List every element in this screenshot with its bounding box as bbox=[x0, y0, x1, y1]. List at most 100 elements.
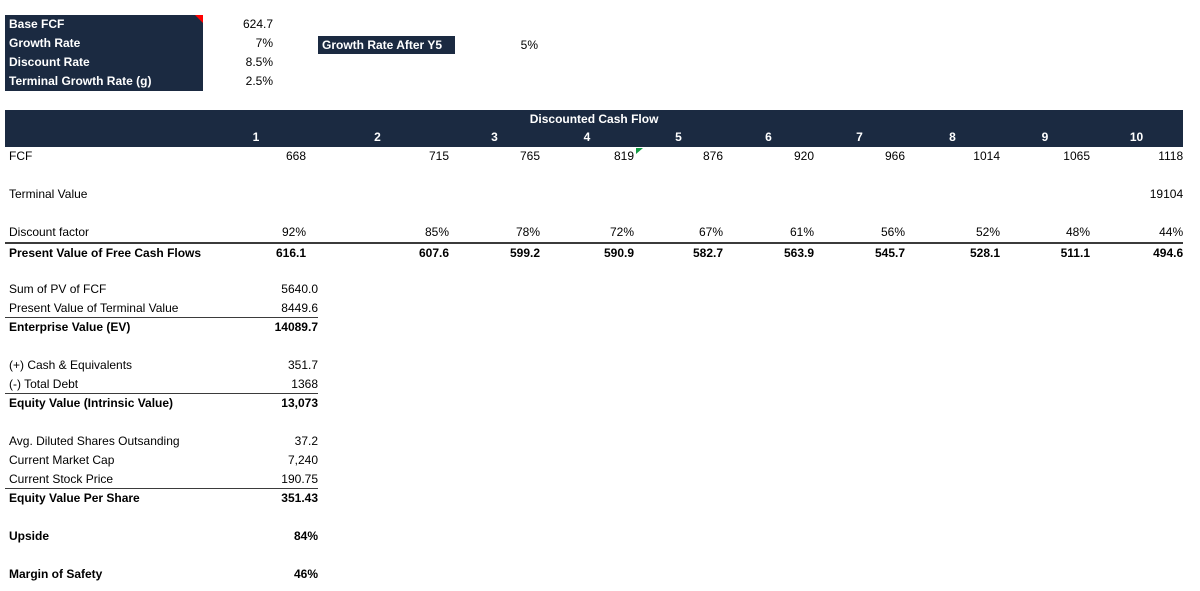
growth-rate-value-cell[interactable]: 7% bbox=[255, 36, 273, 50]
summary-label: Current Stock Price bbox=[9, 472, 114, 486]
summary-row-equity-value: Equity Value (Intrinsic Value) 13,073 bbox=[5, 394, 318, 413]
fcf-cell[interactable]: 1014 bbox=[973, 149, 1000, 163]
empty-cell[interactable] bbox=[449, 185, 540, 204]
fcf-row: FCF 668 715 765 819 876 920 966 1014 106… bbox=[5, 147, 1183, 166]
pv-cell[interactable]: 599.2 bbox=[509, 246, 540, 260]
dcf-table: Discounted Cash Flow 1 2 3 4 5 6 7 8 9 1… bbox=[5, 110, 1184, 263]
pv-cell[interactable]: 545.7 bbox=[874, 246, 905, 260]
summary-value-cell[interactable]: 190.75 bbox=[281, 472, 318, 486]
summary-value-cell[interactable]: 7,240 bbox=[287, 453, 318, 467]
year-column-header: 9 bbox=[1000, 128, 1090, 147]
assumptions-box: Base FCF Growth Rate Discount Rate Termi… bbox=[5, 15, 203, 91]
discount-rate-value-cell[interactable]: 8.5% bbox=[245, 55, 273, 69]
year-column-header: 6 bbox=[723, 128, 814, 147]
year-header-empty bbox=[5, 128, 206, 147]
summary-row-margin-of-safety: Margin of Safety 46% bbox=[5, 565, 318, 584]
spacer-row bbox=[5, 337, 318, 356]
assumption-values: 624.7 7% 8.5% 2.5% bbox=[203, 15, 273, 91]
spacer-row bbox=[5, 166, 1183, 185]
discount-factor-cell[interactable]: 78% bbox=[449, 223, 540, 244]
discount-factor-cell[interactable]: 44% bbox=[1090, 223, 1184, 244]
fcf-cell[interactable]: 668 bbox=[285, 149, 306, 163]
discount-factor-cell[interactable]: 52% bbox=[905, 223, 1000, 244]
year-column-header: 3 bbox=[449, 128, 540, 147]
pv-cell[interactable]: 590.9 bbox=[603, 246, 634, 260]
summary-value-cell[interactable]: 37.2 bbox=[294, 434, 318, 448]
summary-label: Enterprise Value (EV) bbox=[9, 320, 131, 334]
pv-cell[interactable]: 607.6 bbox=[418, 246, 449, 260]
summary-label: (+) Cash & Equivalents bbox=[9, 358, 133, 372]
fcf-cell[interactable]: 876 bbox=[702, 149, 723, 163]
summary-label: Equity Value Per Share bbox=[9, 491, 140, 505]
fcf-cell[interactable]: 765 bbox=[519, 149, 540, 163]
summary-value-cell[interactable]: 8449.6 bbox=[281, 301, 318, 315]
empty-cell[interactable] bbox=[723, 185, 814, 204]
empty-cell[interactable] bbox=[634, 185, 723, 204]
row-label-pv-of-fcf: Present Value of Free Cash Flows bbox=[5, 243, 206, 263]
summary-value-cell[interactable]: 1368 bbox=[291, 377, 318, 391]
discount-factor-cell[interactable]: 56% bbox=[814, 223, 905, 244]
valuation-summary: Sum of PV of FCF 5640.0 Present Value of… bbox=[5, 280, 318, 584]
empty-cell bbox=[5, 204, 1183, 223]
growth-after-y5-label-cell: Growth Rate After Y5 bbox=[318, 36, 455, 54]
summary-value-cell[interactable]: 14089.7 bbox=[274, 320, 318, 334]
summary-value-cell[interactable]: 5640.0 bbox=[281, 282, 318, 296]
empty-cell[interactable] bbox=[540, 185, 634, 204]
terminal-value-cell[interactable]: 19104 bbox=[1149, 187, 1184, 201]
discount-factor-cell[interactable]: 72% bbox=[540, 223, 634, 244]
discount-factor-cell[interactable]: 92% bbox=[206, 223, 306, 244]
pv-cell[interactable]: 511.1 bbox=[1060, 246, 1090, 260]
summary-row-cash: (+) Cash & Equivalents 351.7 bbox=[5, 356, 318, 375]
fcf-cell[interactable]: 1065 bbox=[1063, 149, 1090, 163]
empty-cell[interactable] bbox=[1000, 185, 1090, 204]
year-column-header: 7 bbox=[814, 128, 905, 147]
spacer-row bbox=[5, 546, 318, 565]
empty-cell[interactable] bbox=[306, 185, 449, 204]
summary-row-debt: (-) Total Debt 1368 bbox=[5, 375, 318, 394]
summary-row-sum-pv: Sum of PV of FCF 5640.0 bbox=[5, 280, 318, 299]
empty-cell[interactable] bbox=[814, 185, 905, 204]
discount-factor-cell[interactable]: 85% bbox=[306, 223, 449, 244]
summary-value-cell[interactable]: 351.43 bbox=[281, 491, 318, 505]
summary-value-cell[interactable]: 84% bbox=[293, 529, 318, 543]
spacer-row bbox=[5, 508, 318, 527]
year-column-header: 5 bbox=[634, 128, 723, 147]
fcf-cell[interactable]: 715 bbox=[428, 149, 449, 163]
base-fcf-value-cell[interactable]: 624.7 bbox=[242, 17, 273, 31]
discount-factor-row: Discount factor 92% 85% 78% 72% 67% 61% … bbox=[5, 223, 1184, 244]
row-label-discount-factor: Discount factor bbox=[5, 223, 206, 244]
fcf-cell[interactable]: 966 bbox=[884, 149, 905, 163]
summary-value-cell[interactable]: 46% bbox=[293, 567, 318, 581]
discount-factor-cell[interactable]: 48% bbox=[1000, 223, 1090, 244]
growth-after-y5-value-cell[interactable]: 5% bbox=[520, 38, 538, 52]
assumption-label-base-fcf: Base FCF bbox=[9, 17, 65, 31]
summary-label: Current Market Cap bbox=[9, 453, 115, 467]
discount-factor-cell[interactable]: 67% bbox=[634, 223, 723, 244]
year-column-header: 8 bbox=[905, 128, 1000, 147]
pv-cell[interactable]: 616.1 bbox=[275, 246, 306, 260]
summary-value-cell[interactable]: 351.7 bbox=[287, 358, 318, 372]
summary-row-stock-price: Current Stock Price 190.75 bbox=[5, 470, 318, 489]
pv-cell[interactable]: 494.6 bbox=[1153, 246, 1184, 260]
assumption-label-growth-rate: Growth Rate bbox=[9, 36, 81, 50]
spacer-row bbox=[5, 413, 318, 432]
formula-warning-icon bbox=[636, 148, 643, 154]
year-column-header: 10 bbox=[1090, 128, 1184, 147]
fcf-cell[interactable]: 1118 bbox=[1158, 149, 1184, 163]
fcf-cell[interactable]: 920 bbox=[793, 149, 814, 163]
summary-row-shares: Avg. Diluted Shares Outsanding 37.2 bbox=[5, 432, 318, 451]
summary-row-market-cap: Current Market Cap 7,240 bbox=[5, 451, 318, 470]
pv-of-fcf-row: Present Value of Free Cash Flows 616.1 6… bbox=[5, 243, 1183, 263]
empty-cell[interactable] bbox=[905, 185, 1000, 204]
pv-cell[interactable]: 528.1 bbox=[969, 246, 1000, 260]
spacer-row bbox=[5, 204, 1183, 223]
pv-cell[interactable]: 563.9 bbox=[783, 246, 814, 260]
discount-factor-cell[interactable]: 61% bbox=[723, 223, 814, 244]
terminal-growth-value-cell[interactable]: 2.5% bbox=[245, 74, 273, 88]
fcf-cell[interactable]: 819 bbox=[613, 149, 634, 163]
pv-cell[interactable]: 582.7 bbox=[692, 246, 723, 260]
summary-value-cell[interactable]: 13,073 bbox=[281, 396, 318, 410]
summary-row-upside: Upside 84% bbox=[5, 527, 318, 546]
empty-cell[interactable] bbox=[206, 185, 306, 204]
summary-label: Avg. Diluted Shares Outsanding bbox=[9, 434, 180, 448]
